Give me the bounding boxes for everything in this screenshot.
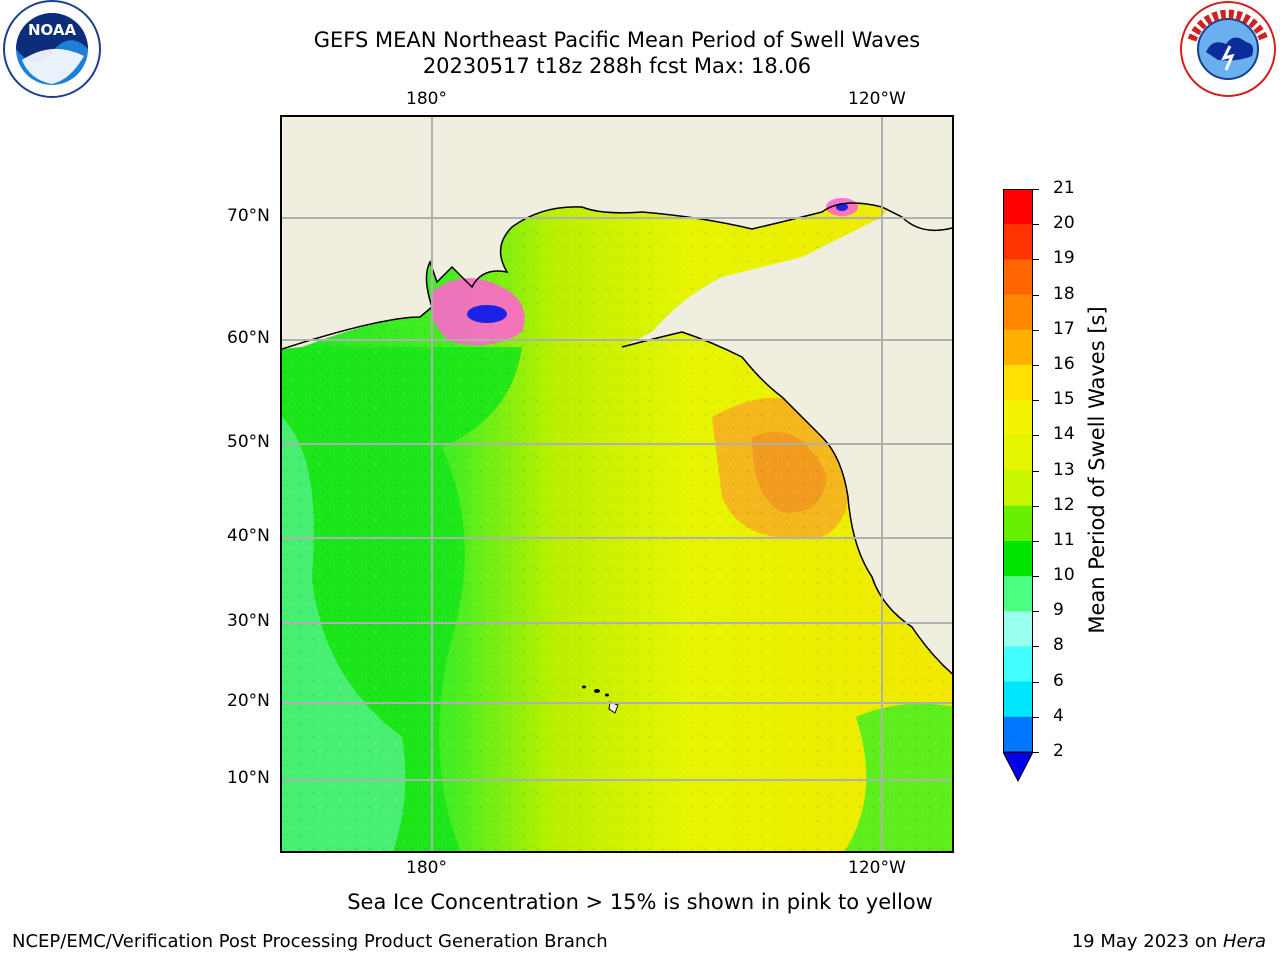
colorbar-bin: [1003, 576, 1033, 612]
colorbar: [1002, 189, 1034, 789]
colorbar-tick-mark: [1033, 681, 1039, 683]
colorbar-tick-mark: [1033, 400, 1039, 402]
lat-label-60n: 60°N: [227, 328, 270, 348]
svg-text:NOAA: NOAA: [28, 21, 77, 39]
footer-machine: Hera: [1222, 931, 1266, 952]
noaa-logo: NOAA: [0, 0, 104, 100]
lon-label-bottom-120w: 120°W: [848, 858, 906, 878]
lon-label-top-180: 180°: [406, 89, 447, 109]
colorbar-tick-mark: [1033, 329, 1039, 331]
colorbar-bin: [1003, 435, 1033, 471]
colorbar-bin: [1003, 329, 1033, 366]
map-subtitle: 20230517 t18z 288h fcst Max: 18.06: [422, 54, 812, 78]
colorbar-tick-label: 16: [1053, 353, 1075, 374]
land-north-america: [622, 117, 952, 674]
map-title: GEFS MEAN Northeast Pacific Mean Period …: [313, 28, 921, 52]
sea-ice-note: Sea Ice Concentration > 15% is shown in …: [347, 890, 933, 914]
lat-label-20n: 20°N: [227, 691, 270, 711]
map-svg: [282, 117, 952, 851]
colorbar-tick-label: 10: [1053, 565, 1075, 586]
colorbar-bin: [1003, 400, 1033, 436]
colorbar-bin: [1003, 294, 1033, 331]
colorbar-min-arrow: [1002, 751, 1034, 783]
lat-label-10n: 10°N: [227, 768, 270, 788]
colorbar-tick-label: 21: [1053, 178, 1075, 198]
colorbar-tick-label: 17: [1053, 318, 1075, 339]
colorbar-tick-mark: [1033, 364, 1039, 366]
footer-credit: NCEP/EMC/Verification Post Processing Pr…: [12, 931, 608, 952]
colorbar-tick-mark: [1033, 611, 1039, 613]
nws-logo: [1178, 0, 1280, 100]
colorbar-tick-label: 14: [1053, 424, 1075, 445]
map-gridlines: [282, 117, 952, 851]
colorbar-tick-label: 9: [1053, 600, 1064, 621]
lon-label-top-120w: 120°W: [848, 89, 906, 109]
colorbar-bins: [1003, 189, 1033, 753]
colorbar-bin: [1003, 646, 1033, 683]
colorbar-tick-mark: [1033, 435, 1039, 437]
colorbar-tick-mark: [1033, 505, 1039, 507]
coastline-north: [282, 202, 952, 350]
colorbar-tick-label: 20: [1053, 213, 1075, 234]
colorbar-bin: [1003, 470, 1033, 507]
colorbar-tick-label: 12: [1053, 494, 1075, 515]
colorbar-tick-mark: [1033, 470, 1039, 472]
colorbar-tick-label: 4: [1053, 705, 1064, 726]
lat-label-40n: 40°N: [227, 526, 270, 546]
colorbar-tick-label: 19: [1053, 248, 1075, 269]
colorbar-bin: [1003, 259, 1033, 296]
colorbar-tick-mark: [1033, 752, 1039, 753]
colorbar-tick-mark: [1033, 576, 1039, 578]
colorbar-bin: [1003, 716, 1033, 753]
colorbar-tick-label: 18: [1053, 283, 1075, 304]
colorbar-tick-mark: [1033, 224, 1039, 226]
colorbar-tick-label: 2: [1053, 741, 1064, 761]
footer-date: 19 May 2023 on Hera: [1072, 931, 1266, 952]
colorbar-bin: [1003, 540, 1033, 577]
colorbar-tick-label: 15: [1053, 389, 1075, 410]
colorbar-label: Mean Period of Swell Waves [s]: [1085, 306, 1109, 634]
lat-label-70n: 70°N: [227, 206, 270, 226]
colorbar-tick-label: 11: [1053, 529, 1075, 550]
colorbar-tick-mark: [1033, 294, 1039, 296]
colorbar-tick-mark: [1033, 540, 1039, 542]
land-north: [282, 117, 952, 349]
colorbar-tick-mark: [1033, 259, 1039, 261]
colorbar-bin: [1003, 505, 1033, 542]
colorbar-tick-mark: [1033, 646, 1039, 648]
colorbar-tick-mark: [1033, 716, 1039, 718]
colorbar-bin: [1003, 611, 1033, 647]
colorbar-bin: [1003, 224, 1033, 260]
colorbar-bin: [1003, 189, 1033, 225]
colorbar-bin: [1003, 681, 1033, 718]
colorbar-tick-label: 6: [1053, 670, 1064, 691]
lat-label-30n: 30°N: [227, 611, 270, 631]
low-period-bering: [467, 305, 507, 323]
footer-date-text: 19 May 2023 on: [1071, 931, 1223, 952]
map-panel: [280, 115, 954, 853]
lon-label-bottom-180: 180°: [406, 858, 447, 878]
lat-label-50n: 50°N: [227, 432, 270, 452]
colorbar-tick-label: 13: [1053, 459, 1075, 480]
colorbar-tick-mark: [1033, 189, 1039, 190]
colorbar-tick-label: 8: [1053, 635, 1064, 656]
colorbar-bin: [1003, 364, 1033, 401]
